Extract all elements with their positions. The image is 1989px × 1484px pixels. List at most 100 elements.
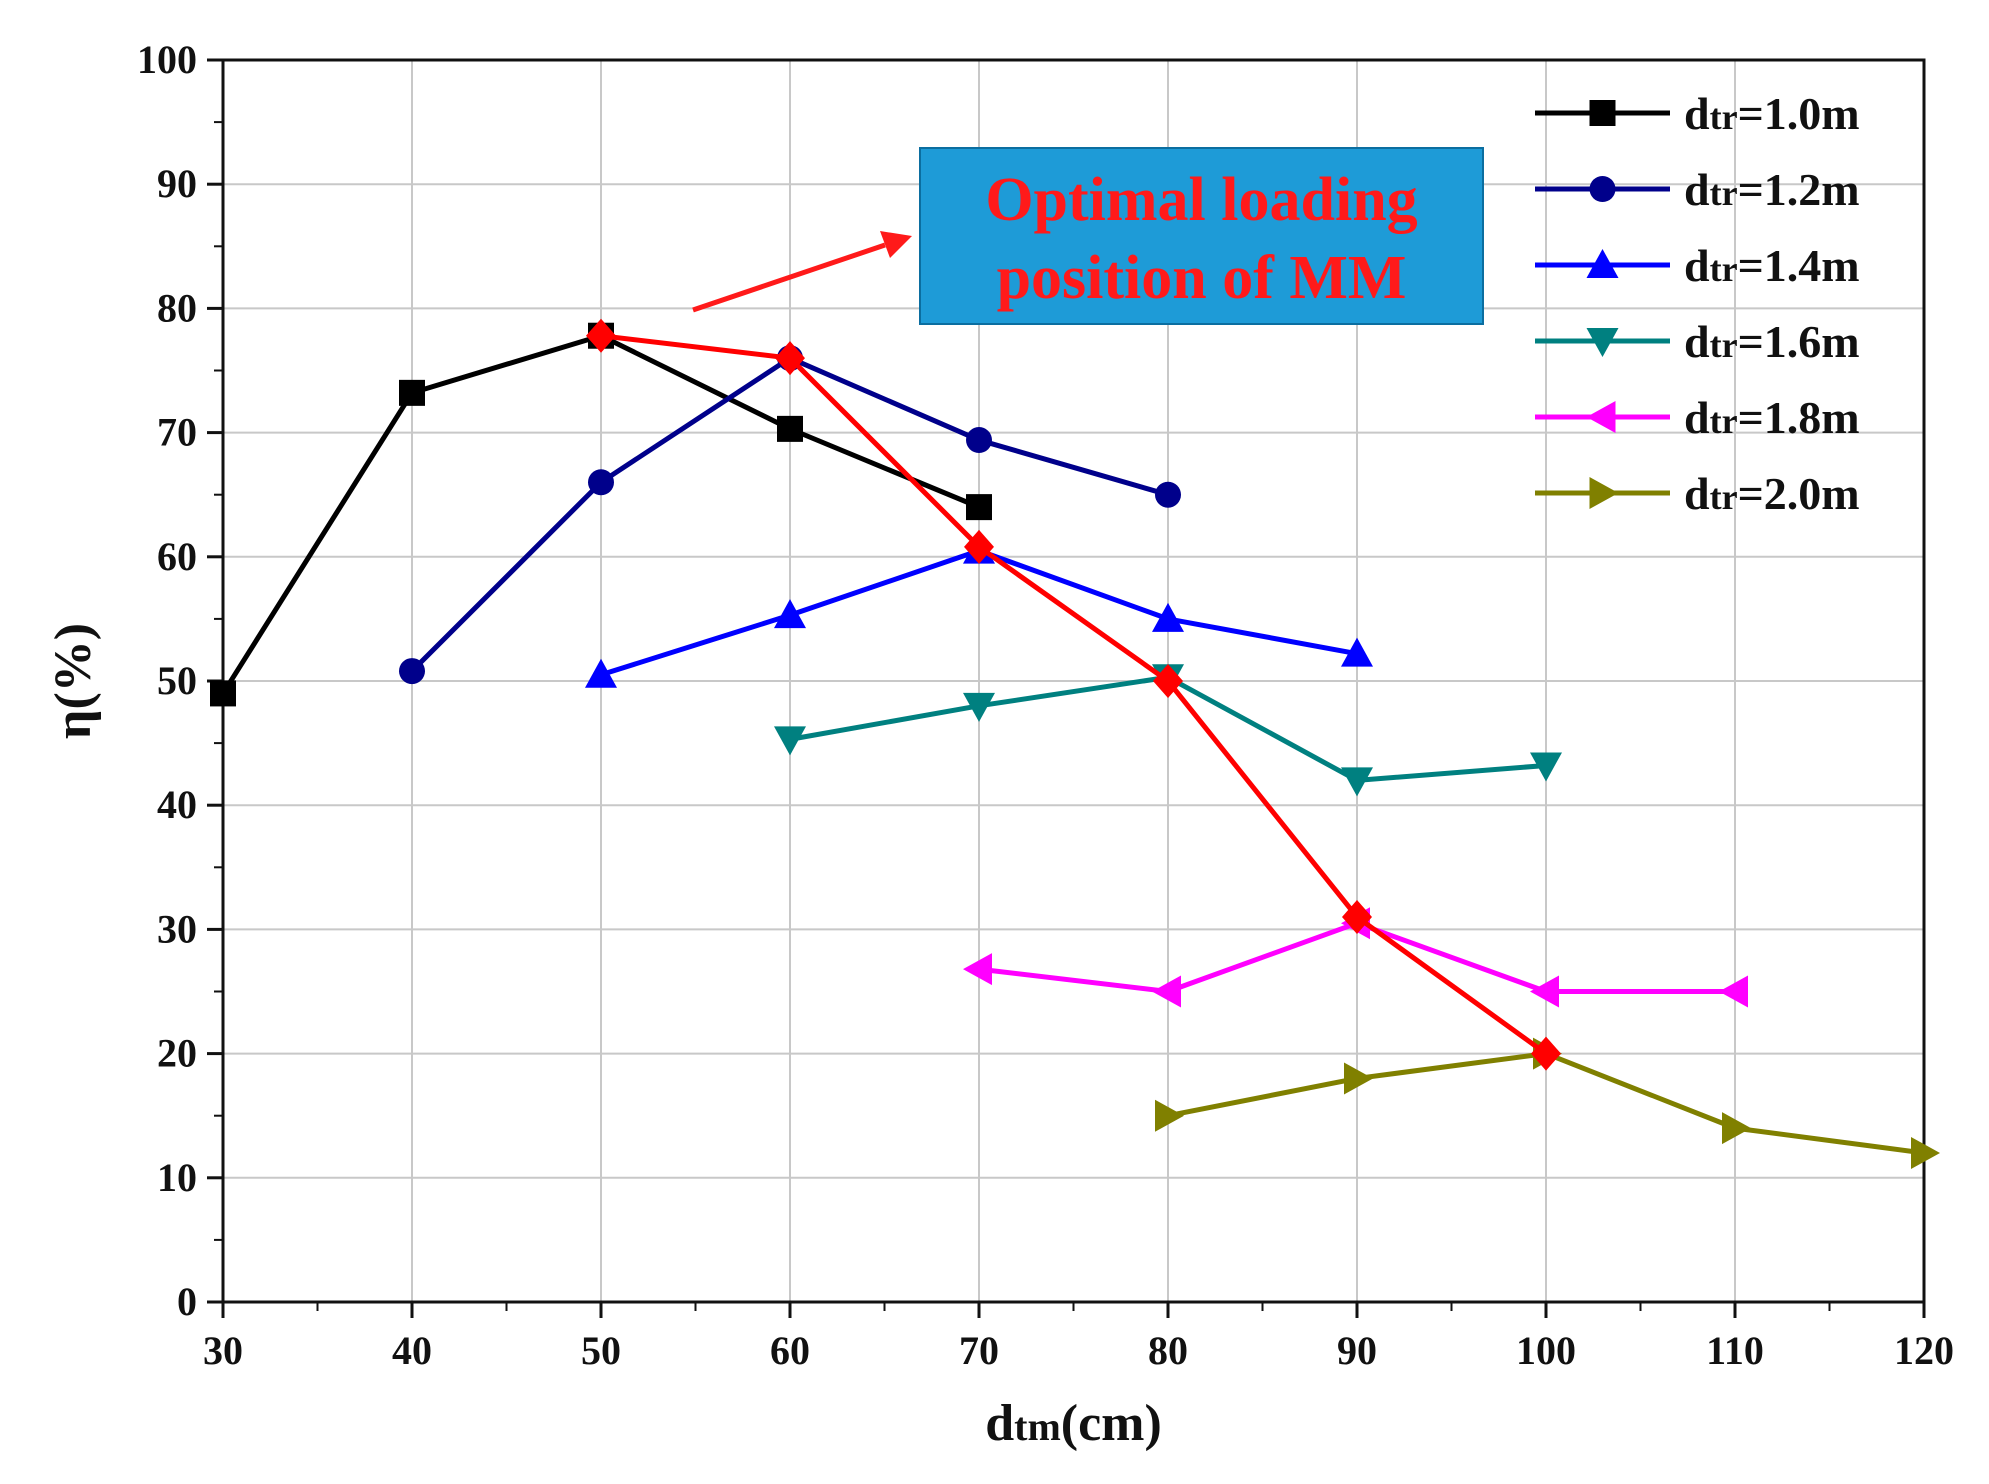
legend-swatch-marker: [1589, 100, 1616, 126]
data-point: [1152, 602, 1184, 632]
data-point: [1722, 1112, 1751, 1145]
y-tick-label: 50: [157, 658, 197, 703]
legend-label-rest: =1.6m: [1738, 316, 1860, 367]
data-point: [585, 658, 617, 688]
data-point: [1152, 975, 1181, 1008]
legend-label: dtr=1.0m: [1684, 88, 1860, 139]
data-point: [1341, 637, 1373, 667]
optimal-path-line: [600, 333, 1548, 1056]
x-tick-label: 70: [959, 1328, 999, 1373]
legend-label: dtr=1.4m: [1684, 240, 1860, 291]
legend-label-main: d: [1684, 468, 1710, 519]
annotation-arrow: [692, 242, 886, 313]
legend-swatch-marker: [1586, 328, 1619, 357]
legend-label-rest: =1.4m: [1738, 240, 1860, 291]
data-point: [1719, 975, 1748, 1008]
legend-label: dtr=1.8m: [1684, 392, 1860, 443]
data-point: [963, 692, 995, 722]
y-tick-label: 10: [157, 1155, 197, 1200]
legend-label: dtr=1.6m: [1684, 316, 1860, 367]
legend-label-sub: tr: [1710, 97, 1738, 137]
legend-label-sub: tr: [1710, 325, 1738, 365]
y-tick-label: 0: [177, 1279, 197, 1324]
legend-label-main: d: [1684, 392, 1710, 443]
data-point: [966, 494, 992, 521]
x-tick-label: 110: [1706, 1328, 1764, 1373]
legend-item: dtr=1.6m: [1535, 316, 1860, 367]
data-point: [777, 415, 803, 442]
data-point: [210, 680, 236, 707]
legend-label-sub: tr: [1710, 477, 1738, 517]
data-point: [1155, 1099, 1184, 1132]
legend-label: dtr=2.0m: [1684, 468, 1860, 519]
data-point: [1911, 1136, 1940, 1169]
x-tick-label: 80: [1148, 1328, 1188, 1373]
optimal-point: [1342, 899, 1372, 934]
legend-label-rest: =1.8m: [1738, 392, 1860, 443]
y-tick-label: 40: [157, 782, 197, 827]
data-point: [966, 427, 992, 454]
x-tick-label: 120: [1894, 1328, 1954, 1373]
data-point: [399, 379, 425, 406]
data-point: [399, 658, 425, 685]
y-tick-label: 90: [157, 161, 197, 206]
x-axis-title-main: d: [985, 1395, 1014, 1452]
x-tick-label: 60: [770, 1328, 810, 1373]
y-tick-label: 20: [157, 1031, 197, 1076]
legend-item: dtr=1.2m: [1535, 164, 1860, 215]
data-point: [1155, 481, 1181, 508]
x-tick-label: 40: [392, 1328, 432, 1373]
data-point: [1341, 767, 1373, 797]
legend-item: dtr=2.0m: [1535, 468, 1860, 519]
data-point: [774, 726, 806, 756]
legend-label-rest: =2.0m: [1738, 468, 1860, 519]
legend-swatch-marker: [1586, 401, 1616, 433]
y-tick-label: 70: [157, 410, 197, 455]
legend-label-sub: tr: [1710, 249, 1738, 289]
legend: dtr=1.0mdtr=1.2mdtr=1.4mdtr=1.6mdtr=1.8m…: [1535, 88, 1860, 519]
x-axis-title: dtm(cm): [985, 1395, 1162, 1452]
data-point: [588, 469, 614, 496]
annotation-text-line-1: Optimal loading: [985, 166, 1417, 234]
x-axis-title-sub: tm: [1014, 1404, 1061, 1449]
optimal-point: [1531, 1036, 1561, 1071]
legend-label: dtr=1.2m: [1684, 164, 1860, 215]
legend-swatch-marker: [1589, 176, 1616, 202]
legend-label-rest: =1.2m: [1738, 164, 1860, 215]
annotation-box: [919, 147, 1484, 325]
optimal-point: [775, 341, 805, 376]
optimal-path: [586, 318, 1561, 1071]
x-tick-label: 100: [1516, 1328, 1576, 1373]
y-axis-title: η(%): [45, 623, 102, 739]
annotation-arrow-head: [880, 231, 912, 258]
grid: [223, 60, 1924, 1302]
optimal-point: [1153, 664, 1183, 698]
x-tick-label: 30: [203, 1328, 243, 1373]
legend-swatch-marker: [1586, 249, 1619, 278]
legend-label-main: d: [1684, 88, 1710, 139]
optimal-point: [964, 529, 994, 564]
data-point: [774, 599, 806, 629]
data-point: [963, 953, 992, 986]
annotation-text-line-2: position of MM: [997, 244, 1407, 312]
data-point: [1530, 975, 1559, 1008]
y-tick-label: 100: [137, 37, 197, 82]
legend-item: dtr=1.8m: [1535, 392, 1860, 443]
legend-label-main: d: [1684, 240, 1710, 291]
legend-label-sub: tr: [1710, 173, 1738, 213]
annotation: Optimal loading position of MM: [692, 147, 1484, 325]
legend-label-rest: =1.0m: [1738, 88, 1860, 139]
axis-ticks: 30 40 50 60 70 80 90 100 110 120 0 10 20 30 40 50 60 70 80…: [137, 37, 1954, 1373]
y-tick-label: 30: [157, 906, 197, 951]
data-point: [1530, 752, 1562, 782]
y-tick-label: 80: [157, 285, 197, 330]
legend-item: dtr=1.0m: [1535, 88, 1860, 139]
legend-item: dtr=1.4m: [1535, 240, 1860, 291]
x-tick-label: 50: [581, 1328, 621, 1373]
data-point: [1344, 1062, 1373, 1095]
x-axis-title-unit: (cm): [1061, 1395, 1162, 1452]
x-tick-label: 90: [1337, 1328, 1377, 1373]
legend-swatch-marker: [1589, 477, 1619, 509]
optimal-point: [586, 318, 616, 353]
